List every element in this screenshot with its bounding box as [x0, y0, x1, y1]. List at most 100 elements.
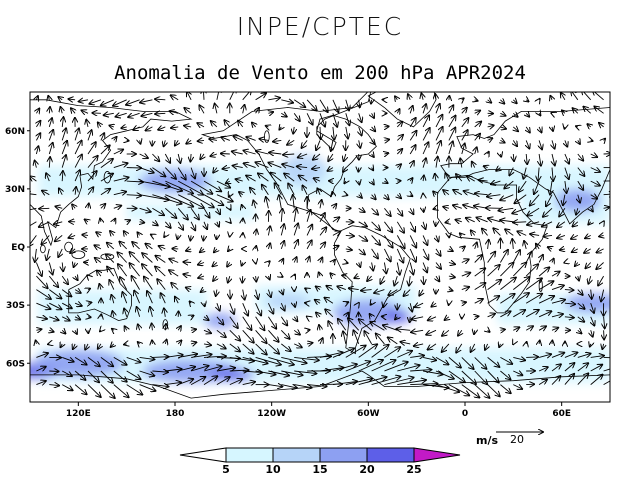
wind-vector [590, 365, 603, 372]
wind-vector [346, 99, 349, 111]
wind-vector [171, 95, 179, 100]
wind-vector [364, 331, 372, 345]
wind-vector [217, 92, 220, 100]
wind-vector [268, 343, 279, 354]
wind-vector [590, 168, 600, 172]
wind-vector [152, 222, 157, 226]
wind-vector [224, 120, 231, 128]
wind-vector [204, 303, 205, 306]
wind-vector [384, 153, 388, 154]
wind-vector [477, 218, 488, 223]
wind-vector [443, 207, 450, 209]
wind-vector [62, 128, 66, 141]
colorbar-label: 10 [265, 463, 281, 476]
wind-vector [281, 343, 290, 351]
wind-vector [551, 353, 564, 358]
wind-vector [461, 273, 470, 276]
wind-vector [435, 141, 441, 155]
coastline-americas [200, 92, 411, 355]
longitude-axis: 120E 180 120W 60W 0 60E [66, 402, 571, 419]
wind-vector [95, 258, 102, 263]
wind-vector [325, 309, 334, 318]
wind-vector [87, 357, 100, 366]
wind-vector [374, 290, 385, 293]
wind-vector [49, 289, 61, 299]
wind-vector [293, 113, 300, 121]
wind-vector [513, 222, 527, 223]
wind-vector [513, 327, 519, 330]
wind-vector [165, 340, 166, 344]
wind-vector [267, 303, 273, 313]
wind-vector [552, 140, 555, 148]
wind-vector [169, 259, 179, 263]
wind-vector [268, 112, 273, 113]
wind-vector [62, 262, 63, 272]
wind-vector [590, 154, 598, 157]
wind-vector [475, 316, 479, 317]
wind-vector [461, 370, 476, 384]
wind-vector [513, 100, 516, 103]
wind-vector [396, 208, 402, 215]
wind-vector [359, 99, 360, 108]
colorbar-segment [366, 447, 415, 463]
wind-vector [121, 127, 126, 128]
wind-vector [242, 343, 254, 354]
colorbar-segment [225, 447, 274, 463]
wind-vector [258, 173, 269, 182]
wind-vector [538, 354, 551, 357]
wind-vector [268, 356, 293, 364]
wind-vector [164, 221, 170, 228]
wind-vector [238, 121, 243, 128]
wind-vector [107, 243, 115, 250]
wind-vector [577, 317, 584, 322]
wind-vector [509, 167, 513, 176]
wind-vector [47, 248, 50, 260]
wind-vector [46, 173, 49, 182]
wind-vector [150, 307, 153, 317]
wind-vector [551, 314, 563, 317]
wind-vector [517, 231, 527, 235]
wind-vector [134, 291, 141, 304]
wind-vector [488, 100, 492, 103]
wind-vector [294, 357, 319, 360]
wind-vector [85, 220, 88, 222]
wind-vector [348, 318, 360, 331]
wind-vector [35, 262, 41, 276]
wind-vector [230, 222, 231, 223]
wind-vector [109, 126, 113, 127]
wind-vector [530, 234, 540, 235]
wind-vector [61, 317, 69, 321]
wind-vector [397, 351, 412, 358]
wind-vector [409, 118, 416, 128]
wind-vector [578, 194, 580, 203]
wind-vector [146, 127, 153, 131]
wind-vector [434, 208, 436, 209]
wind-vector [525, 252, 532, 263]
wind-vector [474, 134, 480, 141]
wind-vector [358, 360, 383, 372]
wind-vector [314, 178, 321, 181]
wind-vector [346, 113, 350, 125]
wind-vector [126, 99, 140, 105]
wind-vector [461, 384, 480, 398]
wind-vector [601, 289, 604, 302]
wind-vector [512, 207, 527, 213]
wind-vector [268, 163, 282, 169]
wind-vector [100, 357, 113, 366]
wind-vector [346, 313, 349, 317]
wind-vector [487, 195, 501, 197]
wind-vector [519, 180, 527, 192]
wind-vector [320, 200, 322, 209]
wind-vector [165, 324, 166, 331]
wind-vector [426, 329, 437, 334]
wind-vector [229, 303, 234, 314]
wind-vector [380, 275, 384, 284]
wind-vector [281, 303, 284, 310]
wind-vector [86, 120, 88, 128]
wind-vector [72, 204, 75, 208]
wind-vector [372, 262, 374, 271]
wind-vector [75, 187, 76, 195]
wind-vector [252, 123, 256, 127]
wind-vector [543, 235, 553, 236]
wind-vector [126, 384, 143, 395]
